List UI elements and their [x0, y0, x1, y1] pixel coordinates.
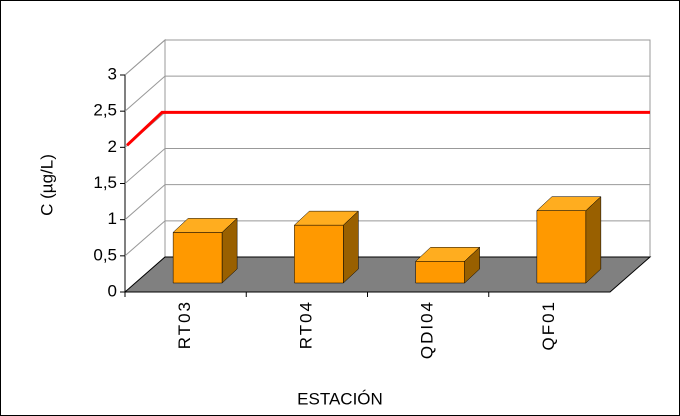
grid-line [124, 220, 650, 257]
y-tick-label: 0,5 [93, 245, 117, 264]
bar-front [294, 224, 344, 284]
y-tick-label: 3 [108, 64, 117, 83]
y-tick-label: 0 [108, 281, 117, 300]
y-tick-label: 1,5 [93, 173, 117, 192]
x-axis-label: ESTACIÓN [297, 389, 383, 408]
bar-side [464, 246, 480, 284]
bar-side [585, 196, 602, 284]
x-tick-label: QF01 [539, 300, 558, 351]
floor [123, 256, 652, 293]
bar-side [221, 217, 238, 284]
bar-front [172, 232, 223, 284]
reference-line [125, 110, 650, 147]
bar-side [343, 210, 359, 284]
y-tick-label: 2,5 [93, 101, 117, 120]
bar-front [415, 261, 465, 284]
grid-line [124, 184, 650, 221]
bar [536, 196, 602, 284]
y-tick-label: 1 [108, 209, 117, 228]
grid-line [124, 75, 650, 112]
bar [414, 246, 481, 284]
bar-front [536, 210, 587, 284]
x-tick-label: RT04 [296, 300, 315, 349]
x-tick-label: QDI04 [418, 300, 437, 359]
bar [293, 210, 360, 284]
y-tick-label: 2 [108, 137, 117, 156]
y-axis-label: C (µg/L) [37, 154, 56, 216]
grid-line [124, 148, 650, 184]
bar [172, 217, 238, 284]
x-tick-label: RT03 [175, 300, 194, 349]
grid-line [124, 39, 650, 76]
